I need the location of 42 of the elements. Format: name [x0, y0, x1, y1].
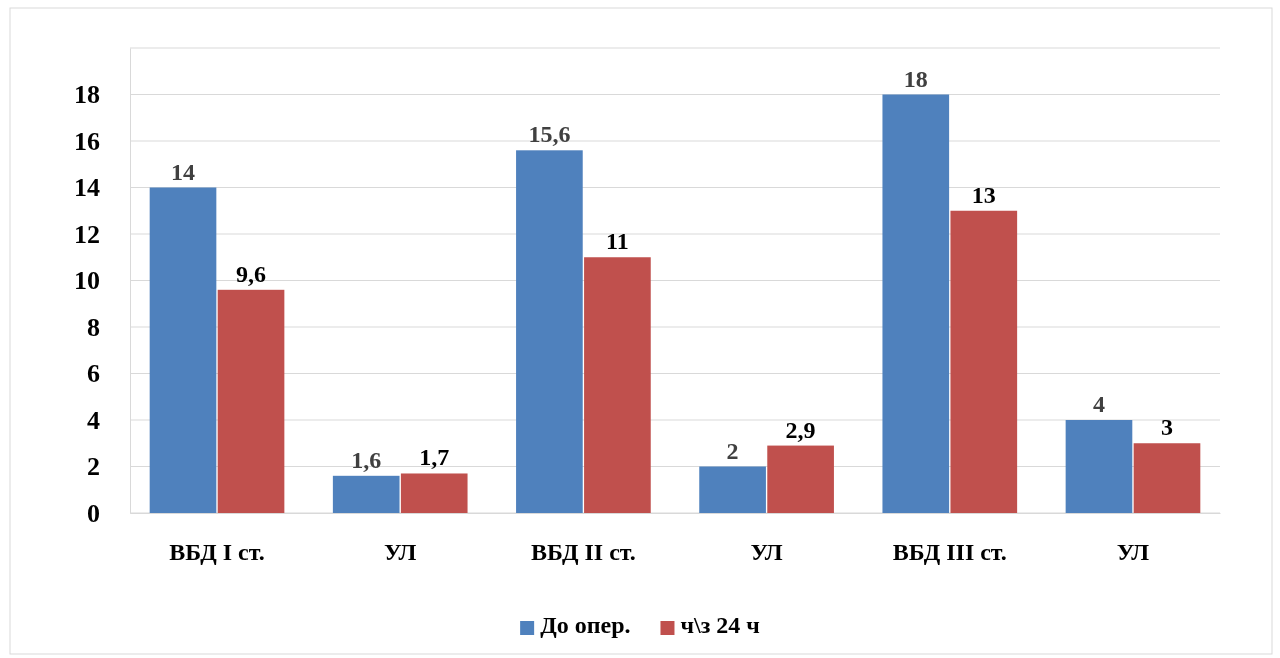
- y-tick-label: 12: [74, 219, 100, 249]
- x-tick-label: УЛ: [384, 539, 417, 566]
- bar: [699, 466, 766, 513]
- legend-label: До опер.: [540, 612, 631, 638]
- x-tick-label: ВБД I ст.: [169, 539, 265, 566]
- data-label: 14: [171, 158, 196, 185]
- x-tick-label: ВБД III ст.: [892, 539, 1007, 566]
- y-tick-label: 2: [87, 452, 100, 482]
- x-tick-label: УЛ: [1116, 539, 1150, 566]
- data-label: 3: [1160, 414, 1173, 441]
- bar: [332, 475, 400, 513]
- data-label: 2: [726, 437, 739, 464]
- y-tick-label: 16: [74, 126, 100, 156]
- bar: [217, 289, 285, 513]
- bar: [882, 94, 950, 513]
- x-tick-label: УЛ: [750, 539, 783, 566]
- y-tick-label: 0: [87, 498, 100, 528]
- y-tick-label: 14: [74, 173, 100, 203]
- y-tick-label: 4: [87, 405, 100, 435]
- y-tick-label: 10: [74, 266, 100, 296]
- data-label: 11: [606, 228, 629, 255]
- y-tick-label: 6: [87, 359, 100, 389]
- data-label: 2,9: [785, 416, 816, 443]
- data-label: 9,6: [236, 260, 267, 287]
- data-label: 15,6: [528, 121, 571, 148]
- x-tick-label: ВБД II ст.: [531, 539, 636, 566]
- y-tick-label: 8: [87, 312, 100, 342]
- bar: [950, 210, 1018, 513]
- y-tick-label: 18: [74, 80, 100, 110]
- bar: [1133, 443, 1201, 513]
- legend-label: ч\з 24 ч: [680, 612, 760, 638]
- bar: [767, 445, 834, 513]
- data-label: 1,6: [351, 446, 382, 473]
- data-label: 4: [1092, 391, 1105, 417]
- bar: [584, 257, 651, 513]
- bar: [149, 187, 217, 513]
- bar: [1065, 420, 1133, 513]
- data-label: 1,7: [419, 444, 450, 471]
- bar: [400, 473, 468, 513]
- data-label: 18: [903, 65, 928, 92]
- data-label: 13: [971, 181, 996, 208]
- bar: [516, 150, 583, 513]
